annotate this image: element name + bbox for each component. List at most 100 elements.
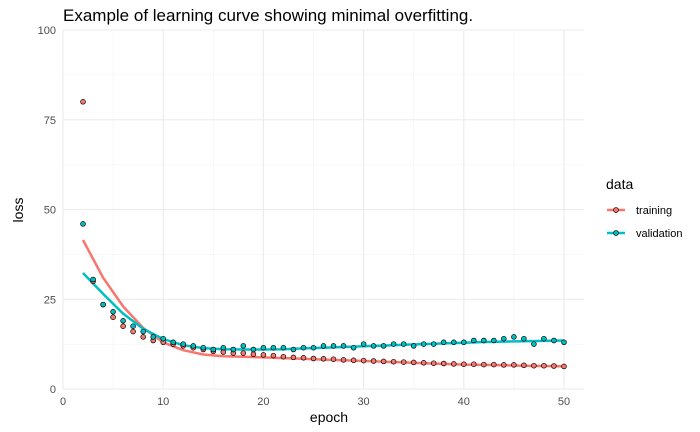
- training-point: [370, 358, 377, 364]
- validation-point: [290, 346, 297, 353]
- y-tick-label: 75: [44, 115, 56, 127]
- data-points: [80, 99, 567, 370]
- training-point: [330, 356, 337, 362]
- validation-point: [150, 334, 156, 340]
- training-point: [350, 357, 357, 364]
- validation-point: [350, 344, 357, 351]
- validation-point: [110, 309, 116, 315]
- training-point: [360, 357, 367, 364]
- validation-point: [491, 337, 497, 344]
- validation-point: [100, 301, 106, 308]
- training-point: [551, 363, 557, 369]
- validation-point: [461, 339, 467, 346]
- training-point: [340, 357, 347, 363]
- y-axis-ticks: 0 25 50 75 100: [38, 25, 56, 396]
- x-tick-label: 40: [458, 396, 470, 408]
- training-point: [270, 352, 277, 359]
- x-tick-label: 10: [157, 396, 169, 408]
- validation-point: [320, 343, 327, 349]
- validation-point: [360, 341, 367, 347]
- validation-point: [120, 318, 126, 324]
- training-point: [250, 351, 257, 357]
- training-point: [280, 353, 287, 360]
- training-point: [410, 359, 417, 366]
- x-axis-ticks: 0 10 20 30 40 50: [60, 396, 570, 408]
- validation-point: [561, 339, 567, 346]
- validation-point: [330, 343, 337, 349]
- validation-point: [420, 341, 427, 347]
- legend-title: data: [606, 176, 633, 192]
- training-point: [561, 363, 567, 370]
- training-point: [240, 350, 247, 356]
- validation-point: [260, 344, 267, 351]
- validation-point: [531, 341, 537, 347]
- validation-point: [440, 339, 447, 346]
- training-point: [80, 99, 86, 105]
- validation-point: [501, 335, 507, 342]
- training-point: [400, 359, 407, 365]
- training-point: [461, 361, 467, 367]
- training-point: [120, 323, 126, 329]
- validation-point: [170, 339, 176, 346]
- legend-key-point-validation: [613, 230, 619, 236]
- y-tick-label: 100: [38, 25, 56, 37]
- validation-point: [230, 346, 237, 353]
- training-point: [140, 334, 146, 340]
- validation-point: [80, 221, 86, 227]
- training-point: [300, 355, 307, 361]
- training-point: [491, 361, 497, 368]
- validation-point: [180, 341, 186, 347]
- x-tick-label: 20: [257, 396, 269, 408]
- validation-point: [130, 323, 136, 329]
- validation-point: [140, 328, 146, 335]
- training-point: [380, 358, 387, 365]
- y-tick-label: 0: [50, 384, 56, 396]
- validation-point: [240, 343, 247, 349]
- training-point: [501, 362, 507, 368]
- legend: data training validation: [606, 176, 682, 240]
- training-point: [481, 361, 487, 368]
- training-point: [390, 358, 397, 365]
- validation-point: [370, 343, 377, 349]
- validation-point: [410, 343, 417, 349]
- validation-point: [340, 343, 347, 349]
- training-point: [320, 356, 327, 362]
- training-point: [440, 360, 447, 367]
- validation-point: [380, 343, 387, 349]
- training-point: [430, 360, 437, 366]
- validation-point: [521, 335, 527, 342]
- chart-title: Example of learning curve showing minima…: [63, 6, 473, 25]
- training-point: [521, 362, 527, 369]
- validation-point: [220, 344, 227, 351]
- legend-label-training: training: [636, 205, 672, 217]
- x-tick-label: 50: [558, 396, 570, 408]
- validation-point: [541, 335, 547, 342]
- x-tick-label: 30: [357, 396, 369, 408]
- training-point: [531, 362, 537, 369]
- validation-point: [250, 346, 257, 353]
- grid: [62, 29, 584, 390]
- validation-point: [471, 337, 477, 344]
- training-point: [541, 362, 547, 369]
- validation-point: [160, 335, 166, 342]
- validation-point: [430, 341, 437, 347]
- x-tick-label: 0: [60, 396, 66, 408]
- validation-point: [511, 334, 517, 340]
- x-axis-title: epoch: [310, 409, 348, 425]
- validation-point: [300, 344, 307, 351]
- training-point: [451, 361, 457, 367]
- training-point: [420, 360, 427, 366]
- validation-point: [210, 346, 217, 353]
- training-point: [290, 354, 297, 361]
- y-tick-label: 25: [44, 294, 56, 306]
- validation-point: [551, 337, 557, 344]
- validation-point: [310, 344, 317, 351]
- validation-point: [481, 337, 487, 344]
- validation-point: [451, 339, 457, 346]
- legend-label-validation: validation: [636, 228, 682, 240]
- validation-point: [200, 344, 207, 351]
- training-point: [310, 355, 317, 362]
- y-tick-label: 50: [44, 205, 56, 217]
- training-point: [511, 362, 517, 368]
- training-point: [110, 314, 116, 320]
